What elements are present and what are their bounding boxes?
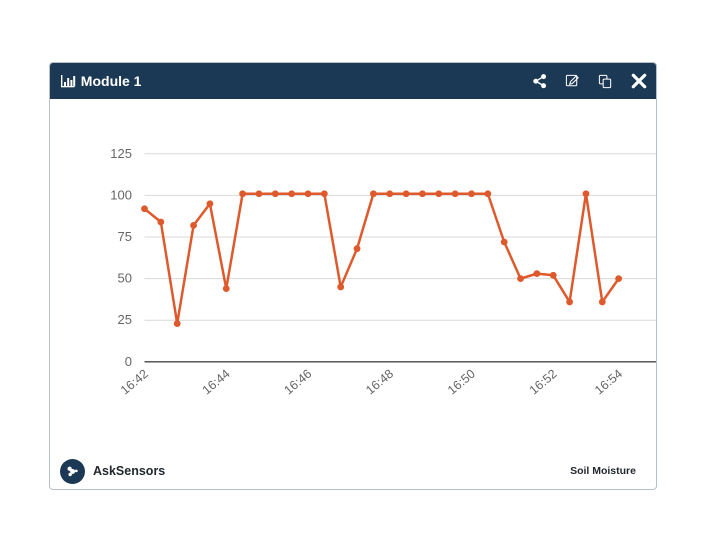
svg-text:50: 50 [118,271,132,286]
svg-text:16:42: 16:42 [118,367,151,398]
svg-text:16:46: 16:46 [281,367,314,398]
svg-text:0: 0 [125,354,132,369]
svg-text:125: 125 [110,146,132,161]
svg-text:16:52: 16:52 [527,367,560,398]
svg-text:25: 25 [118,312,132,327]
svg-text:16:50: 16:50 [445,367,478,398]
svg-text:75: 75 [118,229,132,244]
svg-text:16:48: 16:48 [363,367,396,398]
svg-text:16:54: 16:54 [592,367,625,398]
svg-text:100: 100 [110,187,132,202]
svg-text:16:44: 16:44 [200,367,233,398]
